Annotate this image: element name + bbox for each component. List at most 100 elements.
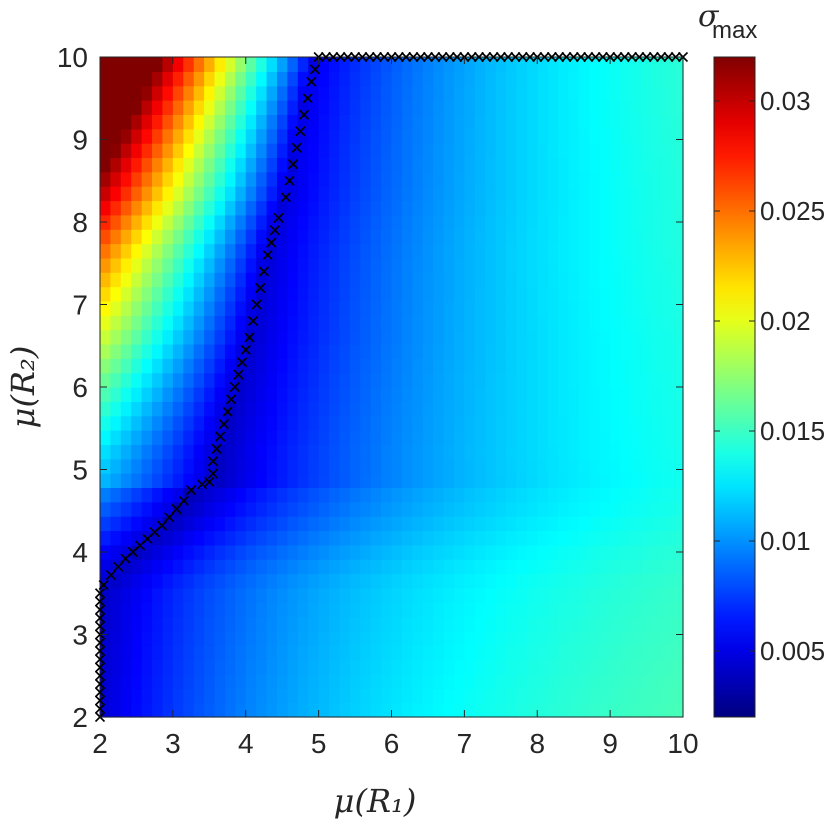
heatmap-cell <box>152 358 164 374</box>
heatmap-cell <box>172 85 184 101</box>
heatmap-cell <box>547 616 559 632</box>
heatmap-cell <box>547 587 559 603</box>
heatmap-cell <box>110 358 122 374</box>
heatmap-cell <box>110 530 122 546</box>
heatmap-cell <box>599 673 611 689</box>
heatmap-cell <box>401 272 413 288</box>
heatmap-cell <box>464 573 476 589</box>
heatmap-cell <box>131 401 143 417</box>
heatmap-cell <box>516 602 528 618</box>
heatmap-cell <box>485 544 497 560</box>
heatmap-cell <box>453 430 465 445</box>
heatmap-cell <box>401 257 413 273</box>
heatmap-cell <box>610 272 622 288</box>
heatmap-cell <box>308 100 320 115</box>
heatmap-cell <box>360 171 372 187</box>
heatmap-cell <box>662 645 674 661</box>
heatmap-cell <box>100 688 112 704</box>
heatmap-cell <box>485 659 497 675</box>
heatmap-cell <box>381 128 393 144</box>
heatmap-cell <box>308 300 320 316</box>
heatmap-cell <box>256 272 268 288</box>
heatmap-cell <box>495 530 507 546</box>
heatmap-cell <box>401 372 413 388</box>
heatmap-cell <box>620 200 632 216</box>
heatmap-cell <box>329 71 341 87</box>
heatmap-cell <box>443 243 455 259</box>
heatmap-cell <box>183 702 195 718</box>
heatmap-cell <box>110 57 122 72</box>
heatmap-cell <box>599 315 611 331</box>
heatmap-cell <box>318 315 330 331</box>
heatmap-cell <box>360 100 372 115</box>
heatmap-cell <box>318 85 330 101</box>
heatmap-cell <box>526 673 538 689</box>
heatmap-cell <box>120 544 132 560</box>
heatmap-cell <box>433 516 445 532</box>
heatmap-cell <box>526 71 538 87</box>
heatmap-cell <box>422 128 434 144</box>
heatmap-cell <box>506 602 518 618</box>
heatmap-cell <box>120 358 132 374</box>
heatmap-cell <box>276 501 288 517</box>
heatmap-cell <box>568 616 580 632</box>
heatmap-cell <box>443 645 455 661</box>
boundary-marker <box>105 570 116 581</box>
heatmap-cell <box>433 444 445 460</box>
heatmap-cell <box>558 401 570 417</box>
heatmap-cell <box>443 200 455 216</box>
heatmap-cell <box>370 458 382 474</box>
heatmap-cell <box>308 329 320 345</box>
heatmap-cell <box>214 516 226 532</box>
heatmap-cell <box>558 343 570 359</box>
heatmap-cell <box>630 229 642 245</box>
heatmap-cell <box>453 186 465 202</box>
heatmap-cell <box>526 358 538 374</box>
heatmap-cell <box>443 315 455 331</box>
heatmap-cell <box>433 358 445 374</box>
heatmap-cell <box>172 587 184 603</box>
heatmap-cell <box>370 430 382 445</box>
heatmap-cell <box>245 157 257 173</box>
heatmap-cell <box>651 372 663 388</box>
heatmap-cell <box>193 645 205 661</box>
heatmap-cell <box>329 630 341 646</box>
heatmap-cell <box>578 100 590 115</box>
heatmap-cell <box>630 200 642 216</box>
heatmap-cell <box>599 272 611 288</box>
heatmap-cell <box>568 573 580 589</box>
heatmap-cell <box>204 128 216 144</box>
heatmap-cell <box>266 315 278 331</box>
heatmap-cell <box>360 487 372 503</box>
heatmap-cell <box>391 501 403 517</box>
heatmap-cell <box>662 530 674 546</box>
heatmap-cell <box>224 559 236 575</box>
heatmap-cell <box>224 171 236 187</box>
x-tick-label: 6 <box>384 728 400 759</box>
heatmap-cell <box>266 229 278 245</box>
heatmap-cell <box>266 85 278 101</box>
heatmap-cell <box>537 387 549 402</box>
heatmap-cell <box>474 530 486 546</box>
heatmap-cell <box>547 516 559 532</box>
heatmap-cell <box>349 200 361 216</box>
heatmap-cell <box>599 257 611 273</box>
heatmap-cell <box>235 200 247 216</box>
heatmap-cell <box>360 286 372 302</box>
heatmap-cell <box>433 430 445 445</box>
heatmap-cell <box>485 157 497 173</box>
heatmap-cell <box>297 71 309 87</box>
heatmap-cell <box>495 415 507 431</box>
heatmap-cell <box>443 659 455 675</box>
heatmap-cell <box>318 229 330 245</box>
heatmap-cell <box>224 286 236 302</box>
heatmap-cell <box>245 516 257 532</box>
heatmap-cell <box>214 329 226 345</box>
heatmap-cell <box>235 415 247 431</box>
heatmap-cell <box>453 114 465 130</box>
heatmap-cell <box>381 114 393 130</box>
heatmap-cell <box>589 401 601 417</box>
heatmap-cell <box>620 458 632 474</box>
heatmap-cell <box>370 157 382 173</box>
heatmap-cell <box>433 286 445 302</box>
